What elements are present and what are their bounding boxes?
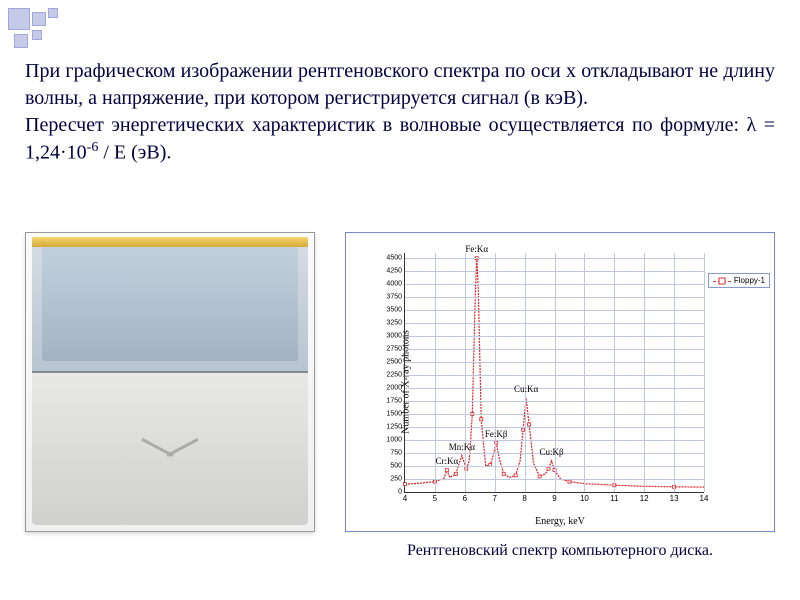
ytick-label: 4250	[386, 268, 402, 275]
ytick-label: 750	[390, 450, 402, 457]
peak-label: Cr:Kα	[436, 456, 459, 466]
xtick-label: 8	[522, 494, 526, 503]
chart-column: Number of X-ray photons Energy, keV Flop…	[345, 232, 775, 560]
ytick-label: 4000	[386, 281, 402, 288]
xtick-label: 5	[433, 494, 437, 503]
ytick-label: 4500	[386, 255, 402, 262]
peak-label: Fe:Kα	[465, 244, 488, 254]
gridline-v	[525, 253, 526, 492]
chart-xlabel: Energy, keV	[535, 516, 585, 527]
ytick-label: 250	[390, 476, 402, 483]
instrument-chamber	[32, 239, 308, 373]
ytick-label: 2000	[386, 385, 402, 392]
xtick-label: 4	[403, 494, 407, 503]
ytick-label: 0	[398, 489, 402, 496]
xtick-label: 9	[552, 494, 556, 503]
peak-label: Cu:Kα	[514, 384, 538, 394]
ytick-label: 1250	[386, 424, 402, 431]
peak-label: Cu:Kβ	[539, 447, 563, 457]
xtick-label: 10	[580, 494, 589, 503]
ytick-label: 2250	[386, 372, 402, 379]
gridline-v	[674, 253, 675, 492]
paragraph-2-intro: Пересчет энергетических характеристик в …	[25, 114, 747, 136]
gridline-v	[614, 253, 615, 492]
chart-legend: Floppy-1	[708, 273, 770, 288]
xtick-label: 6	[463, 494, 467, 503]
gridline-v	[704, 253, 705, 492]
legend-marker-icon	[713, 277, 731, 285]
spectrum-chart: Number of X-ray photons Energy, keV Flop…	[345, 232, 775, 532]
ytick-label: 3500	[386, 307, 402, 314]
peak-label: Mn:Kα	[449, 442, 475, 452]
xtick-label: 11	[610, 494, 618, 503]
gridline-v	[465, 253, 466, 492]
instrument-handle	[32, 237, 308, 247]
gridline-v	[644, 253, 645, 492]
content-row: Number of X-ray photons Energy, keV Flop…	[25, 232, 775, 560]
chart-caption: Рентгеновский спектр компьютерного диска…	[345, 542, 775, 560]
formula-tail: / Е (эВ).	[98, 142, 171, 164]
legend-label: Floppy-1	[734, 276, 765, 285]
ytick-label: 3750	[386, 294, 402, 301]
peak-label: Fe:Kβ	[485, 429, 508, 439]
gridline-v	[495, 253, 496, 492]
instrument-image	[25, 232, 315, 532]
xtick-label: 7	[492, 494, 496, 503]
ytick-label: 2750	[386, 346, 402, 353]
formula-lambda: λ	[747, 114, 757, 136]
ytick-label: 500	[390, 463, 402, 470]
instrument-logo-v	[140, 434, 200, 464]
instrument-body	[32, 373, 308, 525]
main-text-block: При графическом изображении рентгеновско…	[25, 58, 775, 167]
paragraph-1: При графическом изображении рентгеновско…	[25, 60, 775, 109]
chart-plot-area: 0250500750100012501500175020002250250027…	[404, 253, 704, 493]
ytick-label: 2500	[386, 359, 402, 366]
ytick-label: 1750	[386, 398, 402, 405]
xtick-label: 13	[670, 494, 679, 503]
xtick-label: 12	[640, 494, 649, 503]
xtick-label: 14	[700, 494, 709, 503]
ytick-label: 3250	[386, 320, 402, 327]
ytick-label: 1500	[386, 411, 402, 418]
corner-decoration	[8, 8, 88, 53]
formula-exponent: -6	[87, 140, 99, 155]
ytick-label: 3000	[386, 333, 402, 340]
gridline-v	[584, 253, 585, 492]
ytick-label: 1000	[386, 437, 402, 444]
